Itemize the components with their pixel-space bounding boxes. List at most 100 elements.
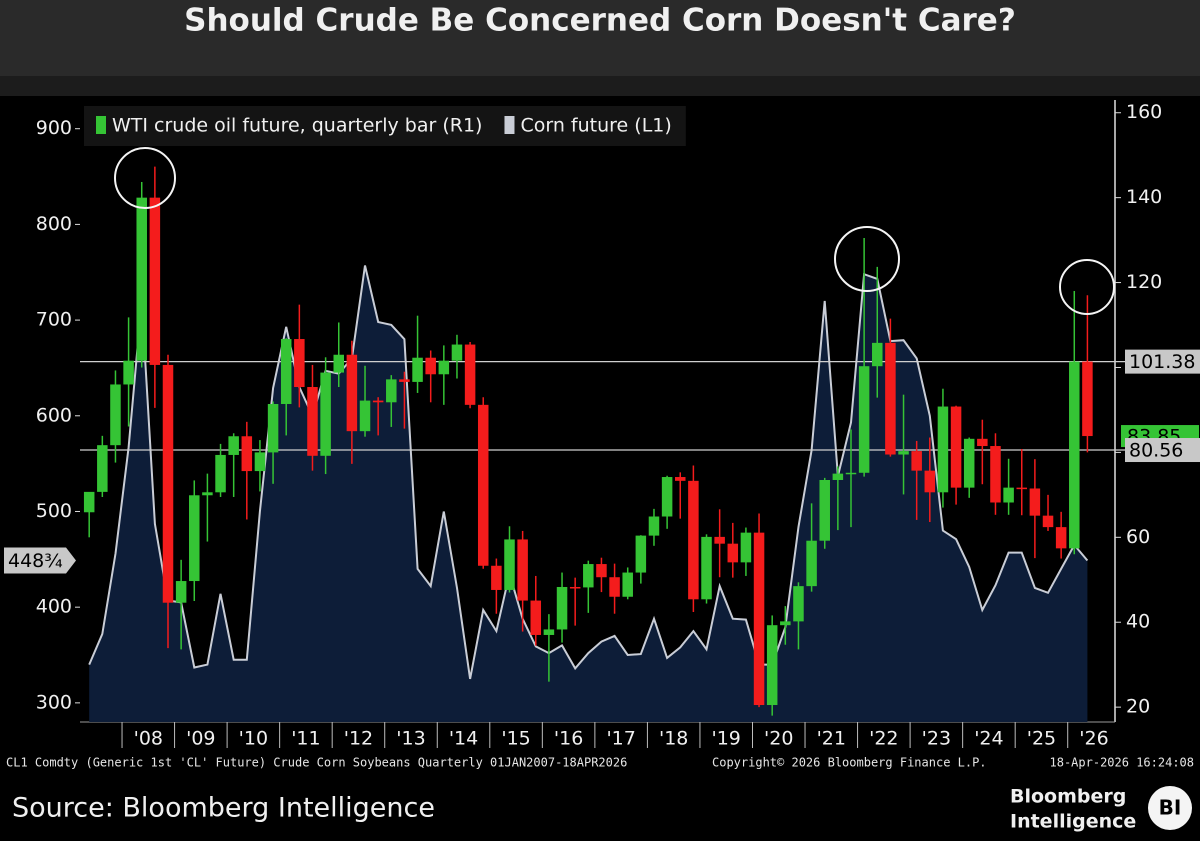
x-tick-label: '23 [922, 728, 951, 750]
candle-body [386, 379, 397, 403]
candle-body [766, 625, 778, 706]
line [88, 265, 1089, 680]
candle-body [504, 539, 515, 590]
x-tick-label: '22 [869, 728, 898, 750]
candle-body [189, 495, 200, 582]
x-tick-label: '08 [134, 728, 163, 750]
candle-body [530, 600, 542, 635]
candle-body [425, 357, 436, 375]
candle-body [451, 344, 463, 361]
legend-swatch [504, 116, 515, 134]
candle-body [898, 451, 909, 455]
highlight-circle [834, 226, 900, 292]
candle-body [1055, 527, 1067, 549]
candle-body [622, 572, 633, 597]
candle-body [596, 564, 607, 578]
candle-body [83, 491, 95, 513]
candle-body [1042, 515, 1054, 528]
candle-body [819, 479, 830, 541]
y2-tick-label: 120 [1126, 271, 1162, 293]
x-tick-label: '13 [396, 728, 425, 750]
legend-label: WTI crude oil future, quarterly bar (R1) [112, 115, 482, 137]
value-label: 448¾ [8, 550, 63, 572]
candle-body [136, 197, 147, 361]
candle-body [412, 357, 423, 382]
legend-box [84, 106, 686, 146]
y-tick-label: 300 [36, 691, 72, 713]
x-tick-label: '25 [1027, 728, 1056, 750]
highlight-circle [114, 147, 176, 209]
candle-body [977, 438, 988, 447]
candle-body [543, 629, 555, 635]
x-tick-label: '12 [344, 728, 373, 750]
x-tick-label: '11 [291, 728, 320, 750]
x-tick-label: '26 [1079, 728, 1108, 750]
source-note: Source: Bloomberg Intelligence [12, 793, 435, 824]
candle-body [911, 451, 922, 471]
value-tag [4, 547, 76, 574]
candle-body [832, 473, 844, 480]
y-tick-label: 900 [36, 117, 72, 139]
candle-body [372, 400, 384, 403]
y2-tick-label: 140 [1126, 186, 1162, 208]
candle-body [583, 564, 594, 588]
y-tick-label: 800 [36, 213, 72, 235]
reference-label: 80.56 [1129, 440, 1183, 462]
reference-tag [1125, 438, 1200, 463]
title-bar [0, 0, 1200, 76]
candle-body [924, 470, 936, 493]
x-tick-label: '09 [186, 728, 215, 750]
candle-body [464, 344, 476, 405]
candle-body [937, 406, 949, 493]
candle-body [701, 536, 712, 600]
candle-body [648, 516, 660, 536]
x-tick-label: '21 [817, 728, 846, 750]
candle-body [569, 586, 581, 589]
candle-body [950, 406, 962, 488]
candle-body [1069, 361, 1080, 549]
legend-label: Corn future (L1) [520, 115, 671, 137]
candle-body [294, 339, 305, 388]
y-tick-label: 700 [36, 309, 72, 331]
candle-body [202, 492, 213, 496]
candle-body [556, 586, 568, 630]
y2-tick-label: 160 [1126, 101, 1162, 123]
x-tick-label: '14 [449, 728, 478, 750]
logo-line: Intelligence [1010, 811, 1136, 833]
candle-body [123, 360, 134, 385]
reference-label: 101.38 [1129, 351, 1195, 373]
candle-body [254, 452, 266, 472]
candle-body [990, 446, 1001, 503]
footer-copyright: Copyright© 2026 Bloomberg Finance L.P. [712, 756, 987, 770]
candle-body [793, 586, 804, 622]
candle-body [267, 403, 279, 453]
x-tick-label: '19 [712, 728, 741, 750]
candle-body [241, 436, 253, 472]
candle-body [1003, 487, 1014, 503]
candle-body [359, 400, 371, 432]
x-tick-label: '18 [659, 728, 688, 750]
logo-badge-text: BI [1159, 796, 1182, 820]
candle-body [215, 454, 226, 493]
reference-tag [1125, 349, 1200, 374]
candle-body [97, 445, 108, 492]
candle-body [1082, 361, 1093, 437]
title-gap [0, 76, 1200, 96]
logo-badge [1148, 786, 1192, 830]
candle-body [175, 581, 187, 603]
candle-body [149, 197, 161, 365]
y-tick-label: 400 [36, 596, 72, 618]
candle-body [438, 360, 450, 375]
candle-body [661, 477, 673, 517]
candle-body [806, 540, 817, 587]
y2-tick-label: 20 [1126, 696, 1150, 718]
candle-body [346, 354, 358, 432]
candle-body [963, 438, 975, 488]
candle-body [688, 480, 699, 600]
y-tick-label: 600 [36, 404, 72, 426]
candle-body [399, 379, 410, 382]
x-tick-label: '24 [974, 728, 1003, 750]
candle-body [635, 535, 647, 573]
candle-body [477, 404, 489, 566]
candle-body [727, 543, 739, 563]
